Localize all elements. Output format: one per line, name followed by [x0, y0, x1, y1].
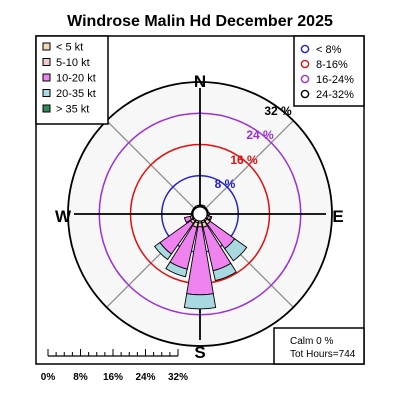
petal-SW-bin-3	[153, 241, 173, 261]
petal-S-bin-3	[183, 293, 217, 310]
frequency-ring-32	[67, 81, 333, 347]
scale-bar-label: 32%	[168, 372, 188, 383]
scale-bar-label: 8%	[73, 372, 88, 383]
speed-legend-label: > 35 kt	[56, 104, 89, 116]
frequency-legend-label: < 8%	[316, 44, 342, 56]
frequency-legend-marker	[300, 74, 310, 84]
speed-legend-label: 5-10 kt	[56, 57, 90, 69]
east-label: E	[332, 207, 343, 226]
petal-W-bin-1	[190, 212, 193, 216]
ring-label-16: 16 %	[230, 153, 258, 167]
frequency-legend-label: 24-32%	[316, 89, 354, 101]
petal-NE-bin-1	[203, 206, 208, 211]
calm-text: Calm 0 %	[290, 336, 333, 347]
speed-legend-swatch	[42, 89, 51, 97]
petal-S-bin-1	[197, 222, 203, 228]
frequency-legend-marker	[300, 89, 310, 99]
total-hours-text: Tot Hours=744	[290, 349, 356, 360]
chart-title: Windrose Malin Hd December 2025	[67, 13, 333, 30]
petal-SE-bin-3	[224, 238, 248, 262]
plot-frame	[35, 35, 365, 365]
scale-bar: 0% 8% 16% 24% 32%	[41, 349, 188, 383]
scale-bar-label: 0%	[41, 372, 56, 383]
petal-NNW-bin-1	[194, 204, 199, 209]
petal-ESE-bin-2	[208, 215, 213, 222]
speed-legend-swatch	[42, 73, 51, 82]
petal-E-bin-1	[207, 211, 210, 217]
petal-NNE-bin-1	[201, 204, 206, 208]
petal-N-bin-1	[198, 204, 202, 207]
scale-bar-label: 16%	[103, 372, 123, 383]
ring-label-32: 32 %	[264, 104, 292, 118]
petal-SSW-bin-3	[165, 261, 188, 278]
frequency-legend-marker	[300, 59, 310, 69]
diagonal-spoke	[199, 120, 294, 215]
south-label: S	[194, 343, 205, 362]
petal-NW-bin-1	[192, 206, 197, 211]
speed-legend-label: 10-20 kt	[56, 73, 96, 85]
speed-legend-swatch	[42, 42, 51, 51]
ring-label-24: 24 %	[246, 128, 274, 142]
frequency-legend-marker	[300, 44, 310, 54]
rose-layer	[67, 81, 333, 347]
petal-WSW-bin-2	[183, 215, 193, 224]
frequency-legend: < 8% 8-16% 16-24% 24-32%	[293, 35, 365, 107]
petal-SSE-bin-3	[212, 262, 237, 282]
west-label: W	[55, 207, 72, 226]
scale-bar-label: 24%	[135, 372, 155, 383]
speed-legend-label: < 5 kt	[56, 42, 83, 54]
petal-WNW-bin-1	[191, 208, 195, 213]
speed-legend: < 5 kt 5-10 kt 10-20 kt 20-35 kt > 35 kt	[35, 35, 109, 125]
speed-legend-swatch	[42, 58, 51, 66]
speed-legend-label: 20-35 kt	[56, 88, 96, 100]
center-hole	[192, 206, 208, 222]
frequency-legend-label: 16-24%	[316, 74, 354, 86]
north-label: N	[194, 72, 206, 91]
petal-ENE-bin-1	[205, 208, 209, 213]
frequency-legend-label: 8-16%	[316, 59, 348, 71]
speed-legend-swatch	[42, 104, 51, 113]
diagonal-spoke	[106, 120, 201, 215]
calm-info-box: Calm 0 % Tot Hours=744	[273, 327, 365, 365]
ring-label-8: 8 %	[215, 177, 236, 191]
